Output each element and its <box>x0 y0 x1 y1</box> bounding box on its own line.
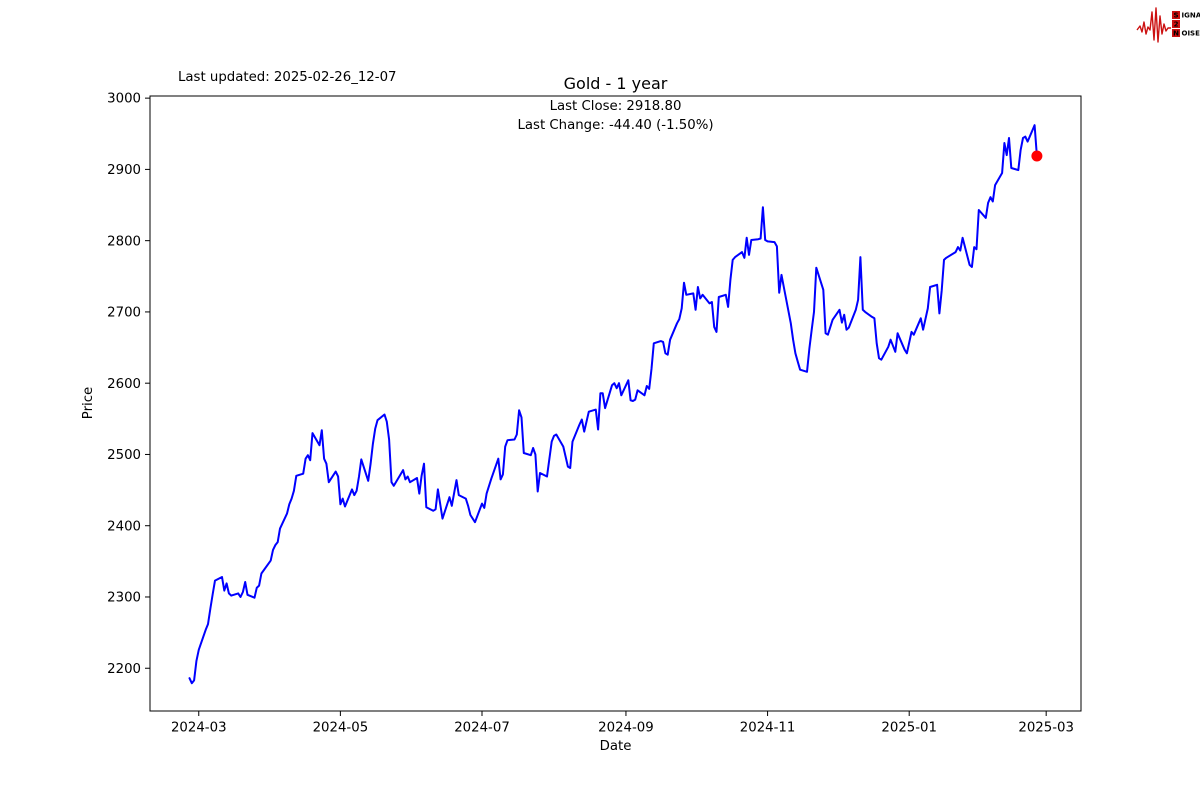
logo-word-3: OISE <box>1182 30 1200 38</box>
x-axis-ticks: 2024-03 2024-05 2024-07 2024-09 2024-11 2025-… <box>171 711 1074 736</box>
subtitle-last-close: Last Close: 2918.80 <box>550 99 682 114</box>
gold-price-line <box>190 125 1037 683</box>
x-tick-label: 2024-05 <box>313 721 369 736</box>
ekg-waveform-icon <box>1137 8 1171 42</box>
y-tick-label: 2400 <box>107 519 141 534</box>
y-axis-ticks: 2200 2300 2400 2500 2600 2700 2800 2900 3000 <box>107 92 150 677</box>
y-tick-label: 2500 <box>107 448 141 463</box>
last-updated-text: Last updated: 2025-02-26_12-07 <box>178 70 396 85</box>
x-tick-label: 2024-09 <box>598 721 654 736</box>
last-close-marker <box>1031 151 1042 162</box>
y-tick-label: 3000 <box>107 92 141 107</box>
x-tick-label: 2024-11 <box>740 721 796 736</box>
chart-title: Gold - 1 year <box>564 74 668 93</box>
y-tick-label: 2600 <box>107 377 141 392</box>
signal2noise-logo: S IGNAL 2 N OISE <box>1137 8 1200 42</box>
y-tick-label: 2200 <box>107 662 141 677</box>
x-tick-label: 2024-03 <box>171 721 227 736</box>
subtitle-last-change: Last Change: -44.40 (-1.50%) <box>517 118 713 133</box>
x-tick-label: 2025-03 <box>1018 721 1074 736</box>
x-tick-label: 2024-07 <box>454 721 510 736</box>
y-tick-label: 2300 <box>107 591 141 606</box>
logo-initial-3: N <box>1173 30 1179 38</box>
y-tick-label: 2900 <box>107 163 141 178</box>
y-tick-label: 2800 <box>107 234 141 249</box>
price-series <box>190 125 1043 683</box>
y-axis-label: Price <box>81 387 96 419</box>
logo-initial-1: S <box>1173 12 1178 20</box>
logo-initial-2: 2 <box>1174 21 1179 29</box>
logo-word-1: IGNAL <box>1182 12 1200 20</box>
x-tick-label: 2025-01 <box>881 721 937 736</box>
y-tick-label: 2700 <box>107 306 141 321</box>
x-axis-label: Date <box>600 739 632 754</box>
plot-frame <box>150 96 1081 711</box>
